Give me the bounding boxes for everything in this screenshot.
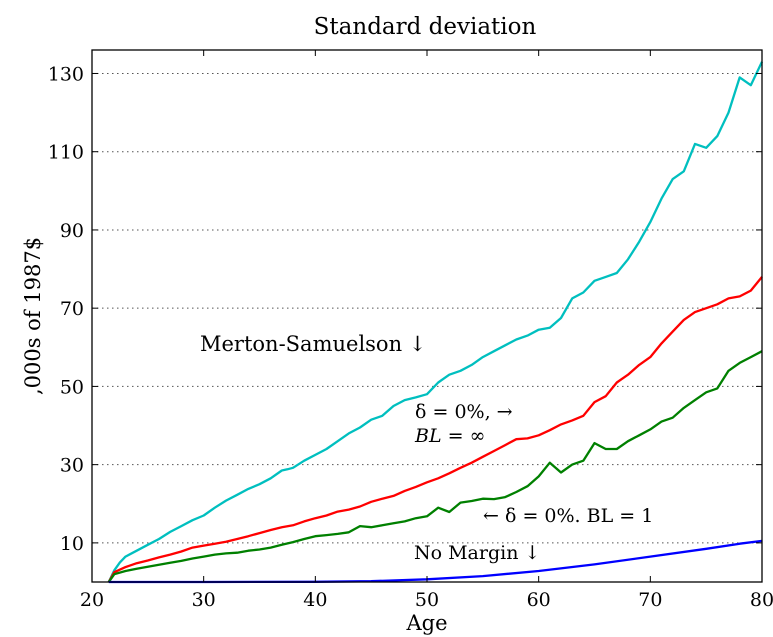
series-line-bl-1 — [107, 350, 763, 583]
y-tick-label-10: 10 — [60, 533, 84, 555]
axis-ticks: 10 30 50 70 90 110 130 20 30 40 50 60 70 80 — [48, 50, 773, 611]
x-tick-label-40: 40 — [303, 589, 327, 611]
annotation-delta-bl-1: ← δ = 0%. BL = 1 — [483, 505, 653, 527]
y-tick-label-90: 90 — [60, 220, 84, 242]
y-tick-label-50: 50 — [60, 376, 84, 398]
y-tick-label-30: 30 — [60, 455, 84, 477]
x-tick-label-30: 30 — [192, 589, 216, 611]
x-tick-label-60: 60 — [527, 589, 551, 611]
y-tick-label-70: 70 — [60, 298, 84, 320]
annotation-merton-samuelson: Merton-Samuelson ↓ — [200, 332, 426, 356]
annotation-no-margin: No Margin ↓ — [414, 542, 540, 564]
y-tick-label-130: 130 — [48, 63, 84, 85]
chart-title: Standard deviation — [314, 14, 537, 40]
annotation-delta-bl-infinity: δ = 0%, → — [415, 401, 513, 423]
plot-frame — [91, 49, 763, 583]
annotation-bl-infinity-line2: BL = ∞ — [414, 425, 485, 447]
gridlines — [92, 72, 762, 544]
series-line-merton-samuelson — [107, 61, 764, 583]
y-tick-label-110: 110 — [48, 142, 84, 164]
x-axis-label: Age — [405, 611, 447, 635]
y-axis-label: ,000s of 1987$ — [21, 237, 45, 395]
x-tick-label-50: 50 — [415, 589, 439, 611]
series-lines — [107, 61, 764, 584]
x-tick-label-20: 20 — [80, 589, 104, 611]
x-tick-label-80: 80 — [750, 589, 773, 611]
series-line-bl-infinity — [107, 276, 763, 583]
x-tick-label-70: 70 — [638, 589, 662, 611]
